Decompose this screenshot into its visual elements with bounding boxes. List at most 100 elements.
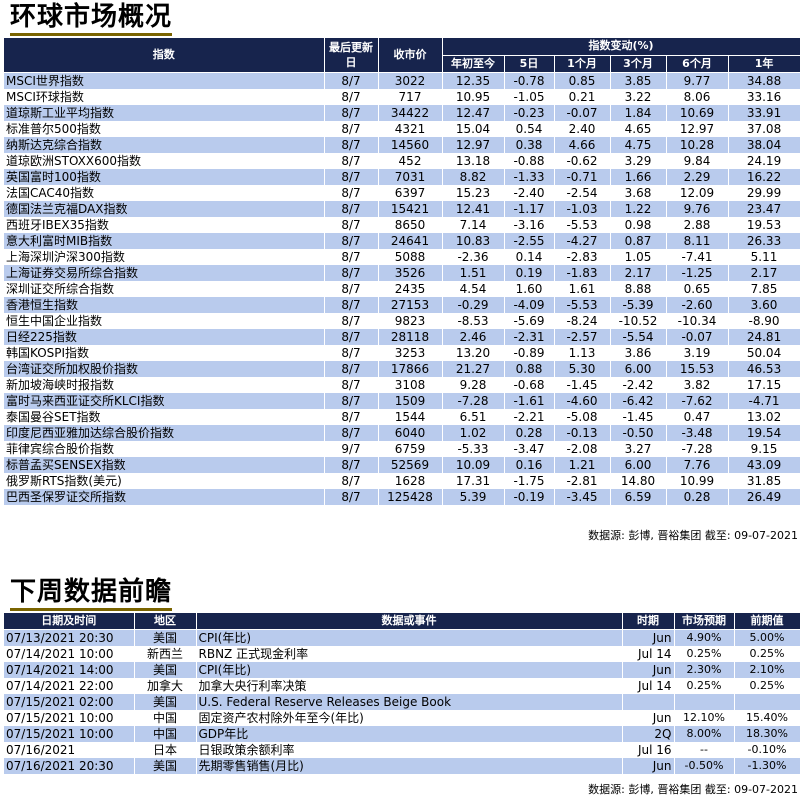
table-row: 纳斯达克综合指数 8/7 14560 12.97 0.38 4.66 4.75 10.28 38… [4, 137, 801, 153]
change-6m-cell: 9.77 [666, 72, 729, 89]
change-1y-cell: 16.22 [728, 169, 801, 185]
region-cell: 加拿大 [134, 678, 197, 694]
change-5d-cell: 0.19 [504, 265, 555, 281]
change-3m-cell: 0.87 [610, 233, 667, 249]
change-3m-cell: 14.80 [610, 473, 667, 489]
change-1m-cell: -4.27 [554, 233, 611, 249]
change-6m-cell: 8.06 [666, 89, 729, 105]
change-1m-cell: -5.53 [554, 217, 611, 233]
index-name-cell: 印度尼西亚雅加达综合股价指数 [4, 425, 325, 441]
change-1y-cell: 24.81 [728, 329, 801, 345]
index-name-cell: MSCI环球指数 [4, 89, 325, 105]
last-update-cell: 8/7 [324, 153, 379, 169]
change-1m-cell: -2.81 [554, 473, 611, 489]
period-cell [622, 694, 675, 710]
change-1y-cell: 37.08 [728, 121, 801, 137]
index-name-cell: MSCI世界指数 [4, 72, 325, 89]
col-header-datetime: 日期及时间 [4, 613, 135, 630]
index-name-cell: 日经225指数 [4, 329, 325, 345]
index-name-cell: 深圳证交所综合指数 [4, 281, 325, 297]
change-1m-cell: 0.85 [554, 72, 611, 89]
forecast-cell: -- [674, 742, 735, 758]
change-1m-cell: 1.13 [554, 345, 611, 361]
previous-cell: 5.00% [734, 629, 801, 646]
change-6m-cell: 0.28 [666, 489, 729, 505]
change-1m-cell: 1.21 [554, 457, 611, 473]
ytd-cell: 1.02 [442, 425, 505, 441]
ytd-cell: -8.53 [442, 313, 505, 329]
change-1m-cell: -0.07 [554, 105, 611, 121]
change-1y-cell: 26.33 [728, 233, 801, 249]
last-update-cell: 8/7 [324, 121, 379, 137]
index-name-cell: 富时马来西亚证交所KLCI指数 [4, 393, 325, 409]
change-5d-cell: 1.60 [504, 281, 555, 297]
change-1y-cell: 50.04 [728, 345, 801, 361]
ytd-cell: 7.14 [442, 217, 505, 233]
previous-cell: 0.25% [734, 646, 801, 662]
change-1m-cell: -5.53 [554, 297, 611, 313]
change-6m-cell: 10.28 [666, 137, 729, 153]
change-6m-cell: -2.60 [666, 297, 729, 313]
last-update-cell: 8/7 [324, 249, 379, 265]
ytd-cell: -5.33 [442, 441, 505, 457]
change-1y-cell: 26.49 [728, 489, 801, 505]
previous-cell: 15.40% [734, 710, 801, 726]
last-update-cell: 8/7 [324, 265, 379, 281]
change-5d-cell: -2.55 [504, 233, 555, 249]
ytd-cell: -7.28 [442, 393, 505, 409]
ytd-cell: -0.29 [442, 297, 505, 313]
period-cell: Jun [622, 710, 675, 726]
region-cell: 美国 [134, 694, 197, 710]
change-1y-cell: 46.53 [728, 361, 801, 377]
change-6m-cell: -3.48 [666, 425, 729, 441]
change-6m-cell: 2.88 [666, 217, 729, 233]
region-cell: 中国 [134, 710, 197, 726]
last-update-cell: 8/7 [324, 281, 379, 297]
change-1m-cell: -0.62 [554, 153, 611, 169]
change-1y-cell: 13.02 [728, 409, 801, 425]
change-5d-cell: -0.88 [504, 153, 555, 169]
close-cell: 24641 [378, 233, 443, 249]
datetime-cell: 07/15/2021 10:00 [4, 710, 135, 726]
change-5d-cell: -2.40 [504, 185, 555, 201]
region-cell: 中国 [134, 726, 197, 742]
last-update-cell: 8/7 [324, 377, 379, 393]
ytd-cell: 10.83 [442, 233, 505, 249]
index-name-cell: 台湾证交所加权股价指数 [4, 361, 325, 377]
ytd-cell: -2.36 [442, 249, 505, 265]
index-name-cell: 道琼斯工业平均指数 [4, 105, 325, 121]
col-header-forecast: 市场预期 [674, 613, 735, 630]
change-1y-cell: 7.85 [728, 281, 801, 297]
close-cell: 8650 [378, 217, 443, 233]
last-update-cell: 8/7 [324, 297, 379, 313]
ytd-cell: 9.28 [442, 377, 505, 393]
economic-calendar-table: 日期及时间 地区 数据或事件 时期 市场预期 前期值 07/13/2021 20… [4, 613, 801, 774]
index-name-cell: 上海证券交易所综合指数 [4, 265, 325, 281]
table-row: 英国富时100指数 8/7 7031 8.82 -1.33 -0.71 1.66 2.29 16… [4, 169, 801, 185]
change-1m-cell: -1.45 [554, 377, 611, 393]
table-row: 意大利富时MIB指数 8/7 24641 10.83 -2.55 -4.27 0.87 8.1… [4, 233, 801, 249]
close-cell: 3253 [378, 345, 443, 361]
change-1m-cell: -8.24 [554, 313, 611, 329]
change-6m-cell: 3.82 [666, 377, 729, 393]
event-cell: 加拿大央行利率决策 [196, 678, 623, 694]
table-row: 深圳证交所综合指数 8/7 2435 4.54 1.60 1.61 8.88 0.65 7.85 [4, 281, 801, 297]
close-cell: 27153 [378, 297, 443, 313]
index-name-cell: 意大利富时MIB指数 [4, 233, 325, 249]
change-5d-cell: 0.88 [504, 361, 555, 377]
period-cell: Jul 14 [622, 678, 675, 694]
last-update-cell: 8/7 [324, 217, 379, 233]
event-cell: U.S. Federal Reserve Releases Beige Book [196, 694, 623, 710]
close-cell: 6759 [378, 441, 443, 457]
change-6m-cell: 9.76 [666, 201, 729, 217]
ytd-cell: 21.27 [442, 361, 505, 377]
close-cell: 1628 [378, 473, 443, 489]
change-3m-cell: -6.42 [610, 393, 667, 409]
change-6m-cell: -10.34 [666, 313, 729, 329]
calendar-title: 下周数据前瞻 [10, 577, 173, 611]
change-3m-cell: -2.42 [610, 377, 667, 393]
change-1y-cell: 23.47 [728, 201, 801, 217]
change-1m-cell: -3.45 [554, 489, 611, 505]
forecast-cell [674, 694, 735, 710]
index-name-cell: 道琼欧洲STOXX600指数 [4, 153, 325, 169]
